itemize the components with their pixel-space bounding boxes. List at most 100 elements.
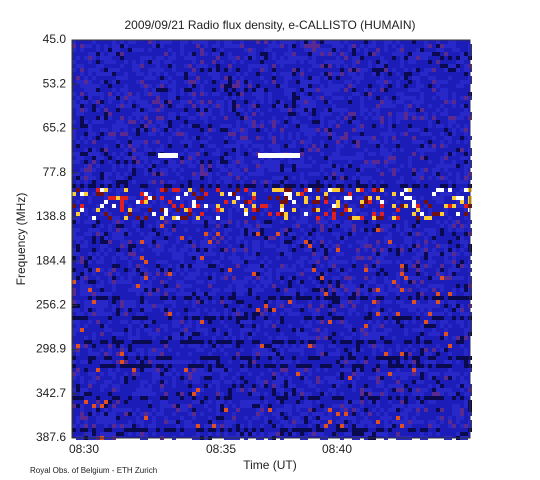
- spectrogram-cell: [416, 272, 420, 276]
- spectrogram-cell: [296, 292, 300, 296]
- spectrogram-cell: [276, 268, 280, 272]
- spectrogram-cell: [348, 296, 352, 300]
- spectrogram-cell: [296, 348, 300, 352]
- spectrogram-cell: [228, 216, 232, 220]
- spectrogram-cell: [168, 140, 172, 144]
- spectrogram-cell: [460, 136, 464, 140]
- spectrogram-cell: [224, 420, 228, 424]
- spectrogram-cell: [340, 368, 344, 372]
- spectrogram-cell: [364, 68, 368, 72]
- spectrogram-cell: [212, 244, 216, 248]
- spectrogram-cell: [436, 388, 440, 392]
- spectrogram-cell: [92, 376, 96, 380]
- spectrogram-cell: [252, 52, 256, 56]
- spectrogram-cell: [208, 264, 212, 268]
- spectrogram-cell: [260, 384, 264, 388]
- spectrogram-cell: [464, 212, 468, 216]
- spectrogram-cell: [376, 372, 380, 376]
- spectrogram-cell: [436, 392, 440, 396]
- spectrogram-cell: [232, 100, 236, 104]
- spectrogram-cell: [332, 352, 336, 356]
- spectrogram-cell: [216, 392, 220, 396]
- spectrogram-cell: [380, 124, 384, 128]
- spectrogram-cell: [448, 364, 452, 368]
- spectrogram-cell: [460, 96, 464, 100]
- spectrogram-cell: [300, 160, 304, 164]
- spectrogram-cell: [192, 276, 196, 280]
- spectrogram-cell: [436, 60, 440, 64]
- spectrogram-cell: [108, 60, 112, 64]
- spectrogram-cell: [136, 64, 140, 68]
- spectrogram-cell: [376, 64, 380, 68]
- spectrogram-cell: [172, 212, 176, 216]
- spectrogram-cell: [288, 96, 292, 100]
- spectrogram-cell: [148, 124, 152, 128]
- spectrogram-cell: [380, 76, 384, 80]
- spectrogram-cell: [340, 188, 344, 192]
- spectrogram-cell: [240, 244, 244, 248]
- spectrogram-cell: [384, 300, 388, 304]
- spectrogram-cell: [316, 232, 320, 236]
- spectrogram-cell: [356, 348, 360, 352]
- spectrogram-cell: [252, 160, 256, 164]
- spectrogram-cell: [464, 404, 468, 408]
- spectrogram-cell: [324, 408, 328, 412]
- spectrogram-cell: [400, 164, 404, 168]
- spectrogram-cell: [204, 292, 208, 296]
- spectrogram-cell: [332, 176, 336, 180]
- spectrogram-cell: [136, 336, 140, 340]
- spectrogram-cell: [216, 224, 220, 228]
- spectrogram-cell: [72, 356, 76, 360]
- spectrogram-cell: [316, 120, 320, 124]
- spectrogram-cell: [400, 304, 404, 308]
- spectrogram-cell: [344, 208, 348, 212]
- spectrogram-cell: [312, 48, 316, 52]
- spectrogram-cell: [80, 396, 84, 400]
- spectrogram-cell: [152, 108, 156, 112]
- spectrogram-cell: [140, 256, 144, 260]
- spectrogram-cell: [104, 112, 108, 116]
- spectrogram-cell: [372, 328, 376, 332]
- spectrogram-cell: [368, 244, 372, 248]
- spectrogram-cell: [444, 332, 448, 336]
- spectrogram-cell: [236, 104, 240, 108]
- spectrogram-cell: [100, 64, 104, 68]
- spectrogram-cell: [216, 160, 220, 164]
- spectrogram-cell: [264, 284, 268, 288]
- spectrogram-cell: [280, 240, 284, 244]
- spectrogram-cell: [400, 272, 404, 276]
- spectrogram-cell: [168, 180, 172, 184]
- spectrogram-cell: [284, 168, 288, 172]
- spectrogram-cell: [88, 356, 92, 360]
- spectrogram-cell: [148, 308, 152, 312]
- spectrogram-cell: [264, 348, 268, 352]
- spectrogram-cell: [132, 120, 136, 124]
- spectrogram-cell: [80, 100, 84, 104]
- spectrogram-cell: [316, 348, 320, 352]
- spectrogram-cell: [288, 168, 292, 172]
- spectrogram-cell: [440, 188, 444, 192]
- spectrogram-cell: [464, 432, 468, 436]
- spectrogram-cell: [380, 308, 384, 312]
- spectrogram-cell: [140, 64, 144, 68]
- spectrogram-cell: [84, 428, 88, 432]
- spectrogram-cell: [328, 112, 332, 116]
- spectrogram-cell: [192, 388, 196, 392]
- spectrogram-cell: [236, 152, 240, 156]
- spectrogram-cell: [96, 300, 100, 304]
- spectrogram-cell: [244, 432, 248, 436]
- spectrogram-cell: [184, 276, 188, 280]
- spectrogram-cell: [380, 188, 384, 192]
- spectrogram-cell: [332, 392, 336, 396]
- spectrogram-cell: [96, 408, 100, 412]
- spectrogram-cell: [448, 180, 452, 184]
- spectrogram-cell: [132, 148, 136, 152]
- spectrogram-cell: [264, 420, 268, 424]
- spectrogram-cell: [368, 388, 372, 392]
- spectrogram-cell: [336, 136, 340, 140]
- spectrogram-cell: [132, 96, 136, 100]
- spectrogram-cell: [232, 160, 236, 164]
- spectrogram-cell: [348, 368, 352, 372]
- spectrogram-cell: [312, 208, 316, 212]
- spectrogram-cell: [144, 92, 148, 96]
